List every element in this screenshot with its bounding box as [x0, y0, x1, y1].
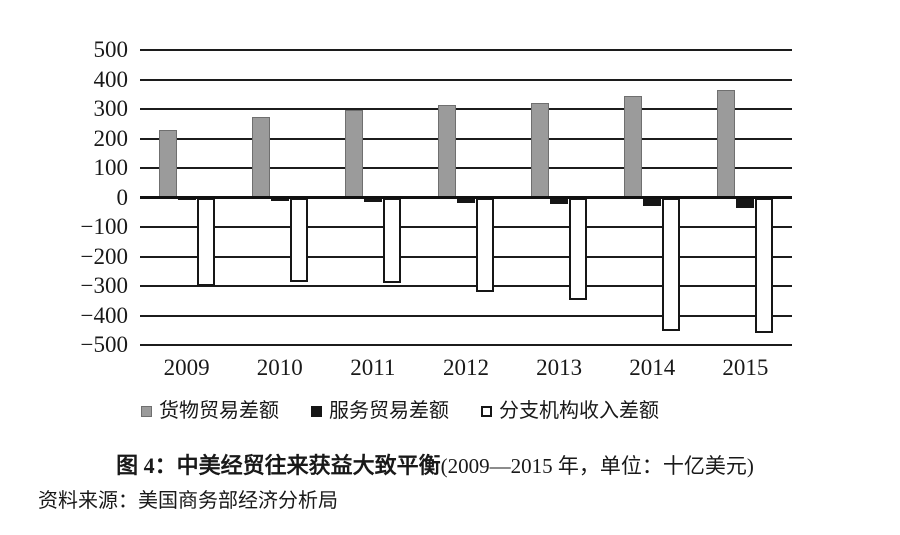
y-axis-tick-label: −300 — [80, 273, 128, 298]
bar-goods-trade-balance-2009 — [158, 129, 177, 198]
figure-caption: 图 4：中美经贸往来获益大致平衡(2009—2015 年，单位：十亿美元) — [0, 451, 870, 481]
x-axis-label-2009: 2009 — [163, 355, 210, 380]
bar-goods-trade-balance-2011 — [344, 110, 363, 198]
legend-item-branch-income-balance: 分支机构收入差额 — [481, 397, 659, 425]
gridline-500 — [140, 49, 792, 51]
legend-item-goods-trade-balance: 货物贸易差额 — [141, 397, 279, 425]
gridline-200 — [140, 137, 792, 140]
gridline--100 — [140, 226, 792, 228]
legend-label: 服务贸易差额 — [329, 400, 449, 422]
gridline-300 — [140, 108, 792, 110]
gridline--300 — [140, 285, 792, 287]
legend-item-services-trade-balance: 服务贸易差额 — [311, 397, 449, 425]
bar-branch-income-balance-2011 — [382, 197, 401, 284]
y-axis-tick-label: −400 — [80, 302, 128, 328]
bar-branch-income-balance-2014 — [662, 197, 681, 331]
gridline--200 — [140, 255, 792, 258]
y-axis-tick-label: 100 — [93, 155, 129, 180]
x-axis-label-2011: 2011 — [350, 355, 396, 380]
y-axis-tick-label: −200 — [80, 243, 128, 269]
bar-goods-trade-balance-2010 — [251, 116, 270, 198]
y-axis-tick-label: −500 — [80, 332, 128, 357]
y-axis-tick-label: 300 — [93, 96, 129, 121]
y-axis-tick-label: 400 — [93, 66, 129, 92]
bar-branch-income-balance-2013 — [569, 197, 588, 301]
gridline--500 — [140, 344, 792, 346]
bar-goods-trade-balance-2012 — [438, 104, 456, 198]
bar-goods-trade-balance-2013 — [531, 103, 550, 198]
figure-title: 图 4：中美经贸往来获益大致平衡 — [116, 453, 441, 478]
x-axis-label-2012: 2012 — [442, 355, 489, 380]
figure-title-note: (2009—2015 年，单位：十亿美元) — [440, 454, 754, 478]
bar-goods-trade-balance-2014 — [624, 96, 643, 198]
bar-services-trade-balance-2015 — [736, 197, 755, 208]
legend-swatch-branch-income-balance — [481, 405, 492, 417]
source-note: 资料来源：美国商务部经济分析局 — [38, 490, 338, 512]
bar-branch-income-balance-2015 — [755, 197, 774, 333]
x-axis-label-2014: 2014 — [629, 355, 676, 380]
chart-plot-area: 500 400 300 200 100 0 −100 −200 −300 −400 −500 200… — [81, 37, 792, 380]
chart-legend: 货物贸易差额 服务贸易差额 分支机构收入差额 — [0, 396, 800, 426]
zero-axis-line — [140, 196, 792, 199]
gridline-100 — [140, 167, 792, 169]
gridline--400 — [140, 314, 792, 317]
x-axis-label-2015: 2015 — [722, 355, 769, 380]
y-axis-tick-label: 0 — [116, 184, 129, 210]
y-axis-tick-label: 200 — [93, 125, 129, 151]
y-axis-tick-label: −100 — [80, 214, 128, 239]
bar-branch-income-balance-2010 — [289, 197, 308, 282]
y-axis-tick-label: 500 — [93, 37, 129, 62]
bar-branch-income-balance-2009 — [196, 197, 215, 286]
bar-branch-income-balance-2012 — [476, 197, 494, 293]
x-axis-label-2010: 2010 — [256, 355, 303, 380]
bar-goods-trade-balance-2015 — [717, 89, 736, 198]
x-axis-label-2013: 2013 — [536, 355, 583, 380]
legend-swatch-goods-trade-balance — [141, 405, 152, 417]
legend-label: 货物贸易差额 — [159, 400, 279, 422]
legend-label: 分支机构收入差额 — [499, 400, 659, 422]
legend-swatch-services-trade-balance — [311, 405, 322, 417]
gridline-400 — [140, 78, 792, 81]
